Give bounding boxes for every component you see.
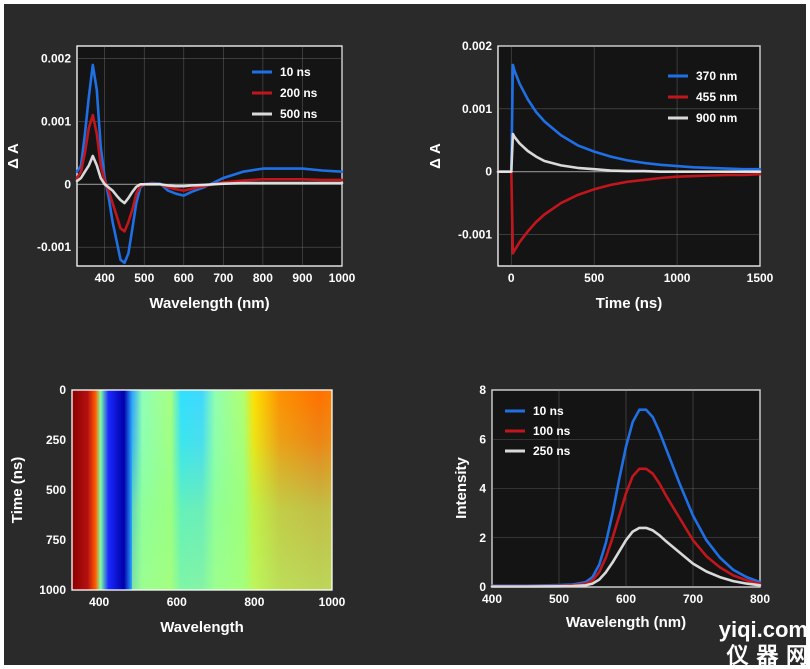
x-tick-label: 900 (292, 271, 312, 285)
x-tick-label: 500 (549, 592, 569, 606)
x-tick-label: 800 (244, 595, 264, 609)
legend-entry: 10 ns (533, 404, 564, 418)
transient-absorption-kinetics: 0 500 1000 1500 0.002 0.001 0 -0.001 Time (ns) Δ … (427, 39, 774, 312)
x-tick-label: 400 (89, 595, 109, 609)
series-line (496, 63, 762, 173)
y-tick-label: 0 (64, 177, 71, 191)
time-wavelength-map: 400 600 800 1000 0 250 500 750 1000 Wavelength Tim… (9, 383, 346, 636)
series-line (75, 63, 344, 265)
y-tick-label: 0.002 (462, 39, 492, 53)
y-tick-label: 750 (46, 533, 66, 547)
x-tick-label: 1000 (329, 271, 356, 285)
y-tick-label: 2 (479, 531, 486, 545)
y-axis-label: Δ A (427, 143, 444, 169)
x-axis-label: Wavelength (nm) (149, 295, 269, 312)
legend-entry: 370 nm (696, 69, 737, 83)
x-axis-label: Time (ns) (596, 295, 662, 312)
x-tick-label: 700 (683, 592, 703, 606)
x-tick-label: 500 (134, 271, 154, 285)
series-line (75, 154, 344, 205)
y-tick-label: 500 (46, 483, 66, 497)
series-line (490, 408, 762, 588)
y-tick-label: 1000 (39, 583, 66, 597)
x-tick-label: 600 (174, 271, 194, 285)
legend-entry: 250 ns (533, 444, 571, 458)
y-tick-label: 0 (59, 383, 66, 397)
heatmap-frame (71, 389, 333, 591)
legend-entry: 100 ns (533, 424, 571, 438)
series-line (496, 170, 762, 255)
x-tick-label: 1500 (747, 271, 774, 285)
x-tick-label: 600 (167, 595, 187, 609)
heatmap-decay-overlay (132, 390, 332, 590)
y-axis-label: Intensity (453, 457, 470, 519)
y-tick-label: -0.001 (458, 228, 492, 242)
x-tick-label: 500 (584, 271, 604, 285)
legend-entry: 10 ns (280, 65, 311, 79)
x-tick-label: 400 (95, 271, 115, 285)
x-tick-label: 800 (750, 592, 770, 606)
x-axis-label: Wavelength (160, 619, 244, 636)
transient-absorption-spectra: 400 500 600 700 800 900 1000 0.002 0.001 0 -0.001 W… (5, 45, 356, 312)
y-tick-label: 8 (479, 383, 486, 397)
y-tick-label: 0.001 (41, 114, 71, 128)
legend-entry: 500 ns (280, 107, 318, 121)
watermark-text-cn: 仪 器 网 (726, 644, 808, 669)
x-tick-label: 0 (508, 271, 515, 285)
y-tick-label: 0 (479, 580, 486, 594)
y-tick-label: 250 (46, 433, 66, 447)
x-tick-label: 700 (213, 271, 233, 285)
x-tick-label: 1000 (319, 595, 346, 609)
y-tick-label: -0.001 (37, 240, 71, 254)
x-axis-label: Wavelength (nm) (566, 614, 686, 631)
emission-spectra: 400 500 600 700 800 8 6 4 2 0 Wavelength (nm) Inten… (453, 383, 770, 631)
legend-entry: 200 ns (280, 86, 318, 100)
watermark-text: yiqi.com (719, 617, 808, 642)
y-tick-label: 0.002 (41, 52, 71, 66)
x-tick-label: 800 (253, 271, 273, 285)
y-axis-label: Δ A (5, 143, 22, 169)
y-tick-label: 4 (479, 482, 486, 496)
y-tick-label: 0.001 (462, 102, 492, 116)
y-tick-label: 0 (485, 165, 492, 179)
series-line (75, 113, 344, 233)
y-axis-label: Time (ns) (9, 457, 26, 523)
series-line (490, 526, 762, 588)
legend-entry: 900 nm (696, 111, 737, 125)
y-tick-label: 6 (479, 432, 486, 446)
x-tick-label: 600 (616, 592, 636, 606)
series-line (490, 467, 762, 588)
legend-entry: 455 nm (696, 90, 737, 104)
x-tick-label: 400 (482, 592, 502, 606)
x-tick-label: 1000 (664, 271, 691, 285)
